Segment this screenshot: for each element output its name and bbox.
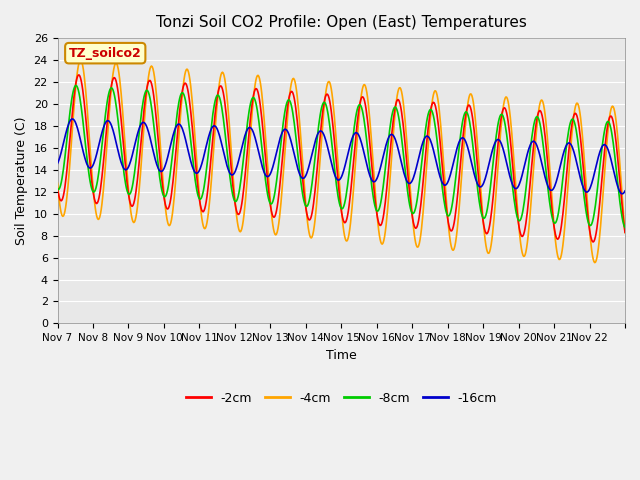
X-axis label: Time: Time — [326, 348, 356, 362]
Line: -2cm: -2cm — [58, 75, 625, 242]
-4cm — [591, 260, 598, 265]
-4cm — [621, 230, 629, 236]
-2cm — [433, 108, 440, 113]
Line: -8cm: -8cm — [58, 85, 625, 228]
-4cm — [275, 221, 283, 227]
-4cm — [121, 139, 129, 145]
-4cm — [253, 73, 261, 79]
-8cm — [54, 186, 61, 192]
-8cm — [621, 225, 629, 230]
-2cm — [121, 158, 129, 164]
-4cm — [225, 120, 233, 125]
-2cm — [225, 143, 233, 149]
-2cm — [75, 72, 83, 78]
Line: -4cm: -4cm — [58, 60, 625, 263]
-16cm — [225, 169, 233, 175]
-2cm — [589, 239, 597, 245]
-2cm — [54, 185, 61, 191]
-2cm — [401, 135, 408, 141]
-16cm — [121, 167, 129, 172]
-4cm — [77, 57, 84, 63]
Title: Tonzi Soil CO2 Profile: Open (East) Temperatures: Tonzi Soil CO2 Profile: Open (East) Temp… — [156, 15, 527, 30]
-16cm — [54, 161, 61, 167]
-2cm — [253, 87, 261, 93]
-8cm — [72, 83, 80, 88]
-2cm — [621, 229, 629, 235]
Y-axis label: Soil Temperature (C): Soil Temperature (C) — [15, 117, 28, 245]
-8cm — [401, 162, 408, 168]
-8cm — [253, 108, 261, 113]
-8cm — [225, 168, 233, 174]
Line: -16cm: -16cm — [58, 119, 625, 194]
-16cm — [68, 116, 76, 122]
-8cm — [121, 177, 129, 182]
-4cm — [54, 180, 61, 186]
Text: TZ_soilco2: TZ_soilco2 — [69, 47, 141, 60]
-16cm — [618, 191, 626, 197]
-16cm — [621, 188, 629, 194]
-16cm — [433, 159, 440, 165]
-8cm — [275, 160, 283, 166]
-16cm — [275, 140, 283, 146]
-4cm — [433, 89, 440, 95]
-2cm — [275, 192, 283, 198]
-16cm — [401, 172, 408, 178]
-4cm — [401, 111, 408, 117]
Legend: -2cm, -4cm, -8cm, -16cm: -2cm, -4cm, -8cm, -16cm — [180, 387, 502, 410]
-8cm — [433, 132, 440, 137]
-16cm — [253, 144, 261, 149]
